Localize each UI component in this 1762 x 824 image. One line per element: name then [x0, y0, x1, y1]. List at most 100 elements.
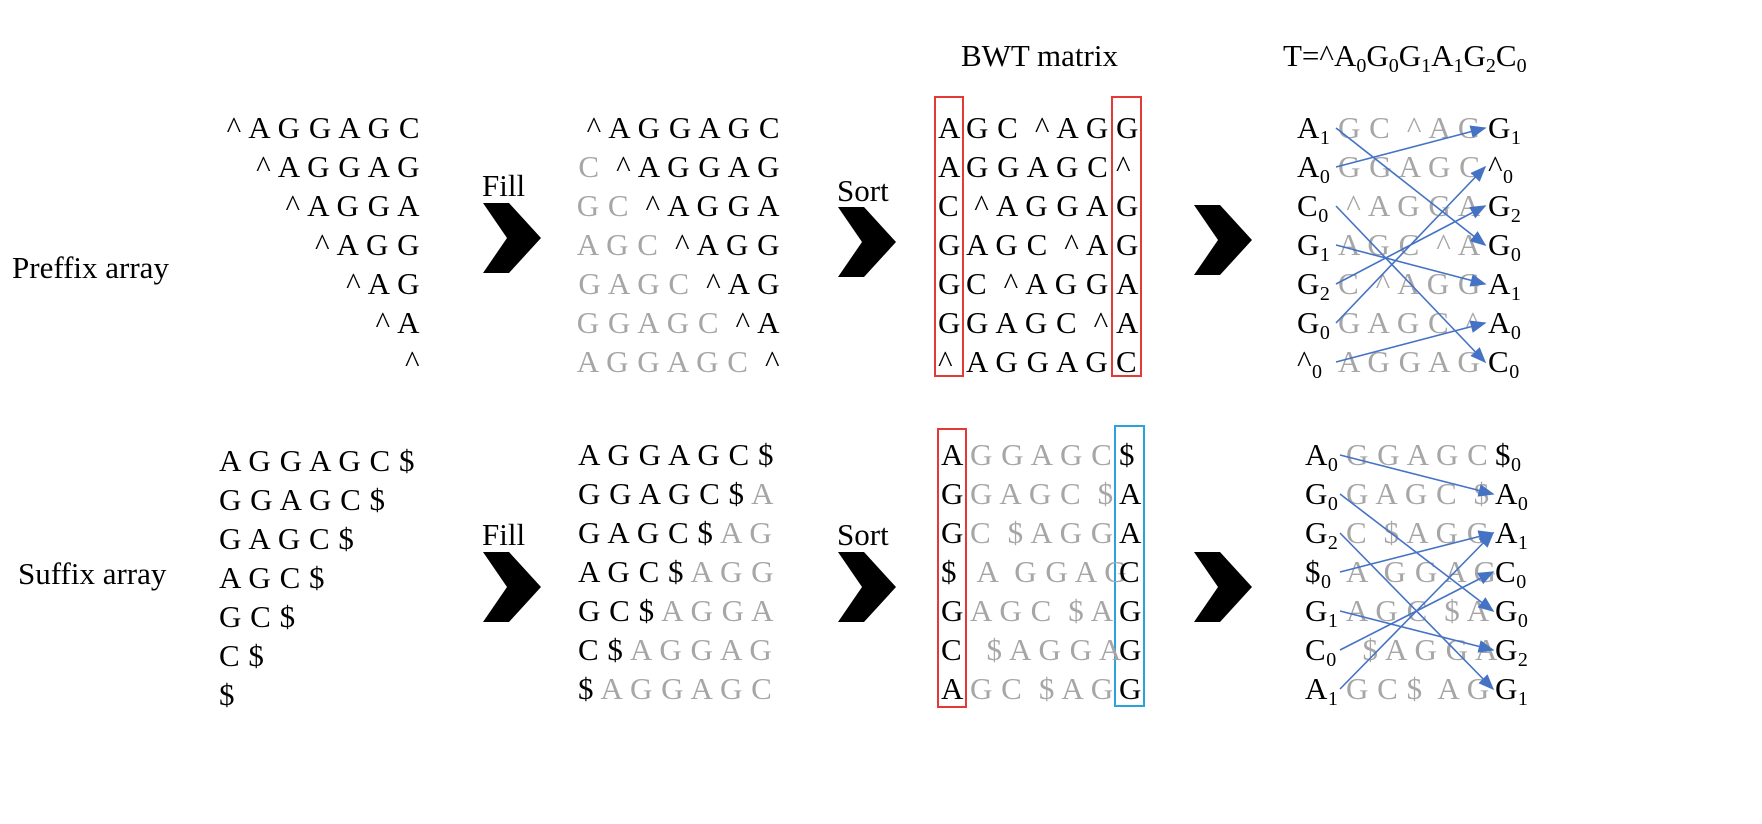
first-column-char: G — [938, 305, 961, 340]
last-char-indexed: G0 — [1495, 595, 1528, 631]
last-column-char: A — [1116, 266, 1139, 301]
last-column-char: C — [1116, 344, 1138, 379]
char-index: 1 — [1327, 688, 1339, 710]
lf-middle: A G G A G — [1346, 554, 1497, 589]
lf-middle: C ^ A G G — [1338, 266, 1481, 301]
t-index: 1 — [1453, 55, 1464, 77]
filled-chars: A G — [719, 515, 773, 550]
first-char-indexed: G1 — [1305, 595, 1338, 631]
lf-middle: G G A G C — [1338, 149, 1481, 184]
char-index: 1 — [1319, 127, 1331, 149]
filled-chars: G A G C — [578, 266, 707, 301]
char-index: 1 — [1510, 283, 1522, 305]
char-index: 2 — [1517, 649, 1529, 671]
t-char: C — [1495, 38, 1517, 73]
matrix-middle: $ A G G A — [970, 632, 1122, 667]
first-char-indexed: G2 — [1297, 268, 1330, 304]
original-chars: ^ A G G A G C — [586, 110, 780, 145]
last-char-indexed: C0 — [1488, 346, 1520, 382]
char: C — [1305, 632, 1327, 667]
right-arrow-icon — [483, 203, 541, 273]
original-chars: ^ A — [735, 305, 780, 340]
char: A — [1297, 149, 1320, 184]
right-arrow-icon — [1194, 552, 1252, 622]
prefix-row: ^ A — [375, 305, 420, 340]
t-index: 0 — [1388, 55, 1399, 77]
char: G — [1495, 632, 1518, 667]
original-chars: ^ A G G — [674, 227, 780, 262]
matrix-middle: ^ A G G A — [966, 188, 1109, 223]
last-column-char: G — [1116, 188, 1139, 223]
char-index: 2 — [1327, 532, 1339, 554]
char-index: 1 — [1510, 127, 1522, 149]
original-chars: G G A G C $ — [578, 476, 752, 511]
last-column-char: G — [1119, 632, 1142, 667]
matrix-middle: G G A G C — [970, 437, 1113, 472]
char: A — [1297, 110, 1320, 145]
first-column-char: G — [941, 593, 964, 628]
original-chars: G C $ — [578, 593, 662, 628]
suffix-filled-row: A G G A G C $ — [578, 439, 774, 470]
matrix-middle: G A G C ^ — [966, 305, 1109, 340]
prefix-filled-row: C ^ A G G A G — [578, 151, 780, 182]
suffix-filled-row: G C $ A G G A — [578, 595, 774, 626]
t-sequence-title: T=^A0G0G1A1G2C0 — [1283, 38, 1527, 76]
original-chars: ^ — [764, 344, 780, 379]
lf-middle: G A G C ^ — [1338, 305, 1481, 340]
t-char: A — [1333, 38, 1357, 73]
prefix-filled-row: A G G A G C ^ — [577, 346, 780, 377]
suffix-filled-row: G A G C $ A G — [578, 517, 772, 548]
t-index: 0 — [1356, 55, 1367, 77]
filled-chars: A G G A — [661, 593, 774, 628]
t-char: G — [1366, 38, 1389, 73]
lf-middle: A G C ^ A — [1338, 227, 1481, 262]
last-column-char: A — [1119, 515, 1142, 550]
lf-middle: A G C $ A — [1346, 593, 1490, 628]
original-chars: C $ — [578, 632, 630, 667]
matrix-middle: G C $ A G — [970, 671, 1114, 706]
filled-chars: A G G A G C — [576, 344, 765, 379]
last-char-indexed: C0 — [1495, 556, 1527, 592]
matrix-middle: C ^ A G G — [966, 266, 1109, 301]
prefix-filled-row: G A G C ^ A G — [578, 268, 780, 299]
last-char-indexed: G1 — [1495, 673, 1528, 709]
char: G — [1305, 515, 1328, 550]
suffix-filled-row: C $ A G G A G — [578, 634, 772, 665]
suffix-row: A G G A G C $ — [219, 443, 415, 478]
suffix-array-label: Suffix array — [18, 556, 167, 591]
first-char-indexed: G1 — [1297, 229, 1330, 265]
fill-label-bottom: Fill — [482, 517, 526, 552]
last-char-indexed: G1 — [1488, 110, 1521, 148]
t-char: G — [1398, 38, 1422, 73]
last-column-char: C — [1119, 554, 1141, 589]
char: G — [1297, 305, 1320, 340]
lf-middle: G G A G C — [1346, 437, 1489, 472]
first-char-indexed: G2 — [1305, 515, 1338, 553]
first-char-indexed: G0 — [1297, 305, 1330, 343]
first-column-char: G — [941, 476, 964, 511]
char: G — [1488, 110, 1511, 145]
right-arrow-icon — [838, 207, 896, 277]
char: G — [1305, 476, 1328, 511]
char-index: 0 — [1510, 322, 1522, 344]
last-char-indexed: A1 — [1488, 268, 1521, 304]
first-column-char: A — [938, 110, 961, 145]
t-index: 0 — [1516, 55, 1527, 77]
original-chars: ^ A G — [706, 266, 780, 301]
first-char-indexed: A1 — [1297, 110, 1330, 148]
suffix-row: G G A G C $ — [219, 482, 386, 517]
char-index: 0 — [1517, 493, 1529, 515]
prefix-row: ^ A G G A G — [256, 149, 420, 184]
lf-middle: G A G C $ — [1346, 476, 1490, 511]
last-column-char: G — [1119, 671, 1142, 706]
char-index: 2 — [1510, 205, 1522, 227]
sort-label-top: Sort — [837, 173, 889, 208]
char-index: 1 — [1327, 610, 1339, 632]
filled-chars: C — [578, 149, 617, 184]
t-prefix: T=^ — [1283, 38, 1334, 73]
last-char-indexed: $0 — [1495, 437, 1522, 475]
char: $ — [1495, 437, 1511, 472]
char: A — [1495, 515, 1518, 550]
first-column-char: C — [941, 632, 963, 667]
